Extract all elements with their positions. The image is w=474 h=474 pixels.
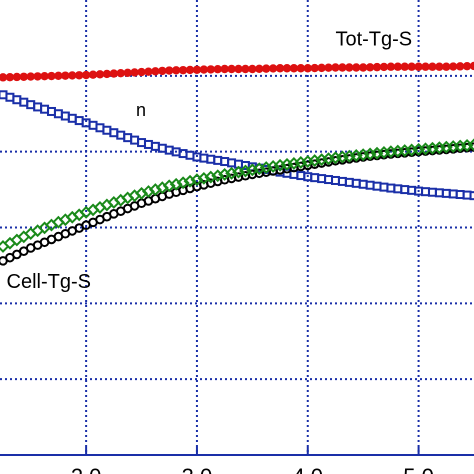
tot-tg-s-point — [275, 64, 285, 73]
tot-tg-s-point — [68, 71, 77, 80]
tot-tg-s-point — [338, 63, 347, 72]
n-point — [469, 191, 474, 201]
annotation-cell-tg-s: Cell-Tg-S — [7, 271, 91, 293]
tot-tg-s-point — [248, 64, 257, 74]
x-tick-label-1: 3.0 — [182, 464, 213, 474]
tot-tg-s-point — [220, 64, 229, 74]
x-axis — [0, 447, 474, 456]
tot-tg-s-point — [303, 64, 312, 73]
tot-tg-s-point — [5, 72, 15, 82]
tot-tg-s-point — [289, 64, 299, 73]
tot-tg-s-point — [95, 70, 105, 79]
tot-tg-s-point — [296, 64, 306, 73]
tot-tg-s-point — [40, 72, 49, 81]
tot-tg-s-point — [241, 64, 250, 74]
tot-tg-s-point — [165, 66, 174, 75]
tot-tg-s-point — [358, 63, 368, 72]
tot-tg-s-point — [123, 68, 132, 78]
tot-tg-s-point — [144, 67, 153, 76]
annotation-tot-tg-s: Tot-Tg-S — [335, 29, 412, 51]
tot-tg-s-point — [414, 62, 423, 71]
tot-tg-s-point — [199, 65, 209, 74]
tot-tg-s-point — [462, 61, 472, 71]
tot-tg-s-point — [345, 63, 354, 72]
tot-tg-s-point — [268, 64, 278, 73]
tot-tg-s-point — [19, 72, 28, 81]
tot-tg-s-point — [192, 65, 202, 74]
tot-tg-s-point — [151, 67, 160, 76]
tot-tg-s-point — [400, 62, 409, 71]
tot-tg-s-point — [352, 63, 361, 72]
tot-tg-s-point — [26, 72, 35, 81]
tot-tg-s-point — [206, 65, 215, 74]
tot-tg-s-point — [379, 62, 389, 72]
tot-tg-s-point — [435, 62, 444, 71]
x-tick-label-3: 5.0 — [403, 464, 434, 474]
annotations: Tot-Tg-S n Cell-Tg-S — [7, 29, 413, 294]
tot-tg-s-point — [0, 73, 8, 82]
x-tick-label-2: 4.0 — [292, 464, 323, 474]
tot-tg-s-point — [455, 62, 465, 71]
data-series — [0, 61, 474, 266]
tot-tg-s-point — [317, 63, 326, 73]
tot-tg-s-point — [372, 62, 382, 72]
tot-tg-s-point — [109, 69, 119, 78]
tot-tg-s-point — [227, 64, 236, 74]
tot-tg-s-point — [171, 66, 181, 75]
tot-tg-s-point — [88, 70, 98, 79]
tot-tg-s-point — [234, 64, 243, 74]
tot-tg-s-point — [130, 68, 139, 77]
tot-tg-s-point — [282, 64, 292, 73]
tot-tg-s-point — [428, 62, 437, 71]
tot-tg-s-point — [255, 64, 264, 74]
cell-tg-s-green-point — [467, 138, 474, 152]
tot-tg-s-point — [185, 65, 195, 75]
tot-tg-s-point — [178, 65, 188, 75]
tot-tg-s-point — [449, 62, 458, 71]
tot-tg-s-point — [116, 68, 125, 78]
x-tick-label-0: 2.0 — [71, 464, 102, 474]
tot-tg-s-point — [54, 71, 63, 81]
tot-tg-s-point — [47, 71, 56, 81]
tot-tg-s-point — [213, 64, 222, 74]
tot-tg-s-point — [469, 61, 474, 71]
tot-tg-s-point — [331, 63, 340, 72]
tot-tg-s-point — [386, 62, 396, 71]
series-0 — [0, 61, 474, 82]
annotation-n: n — [136, 100, 146, 120]
tot-tg-s-point — [310, 63, 319, 73]
tot-tg-s-point — [61, 71, 70, 80]
tot-tg-s-point — [262, 64, 271, 73]
tot-tg-s-point — [74, 71, 84, 80]
tot-tg-s-point — [393, 62, 403, 71]
x-tick-labels: 2.0 3.0 4.0 5.0 — [71, 464, 434, 474]
series-3 — [0, 138, 474, 253]
tot-tg-s-point — [12, 72, 22, 82]
tot-tg-s-point — [442, 62, 451, 71]
tot-tg-s-point — [81, 70, 91, 80]
tot-tg-s-point — [137, 67, 146, 77]
tot-tg-s-point — [421, 62, 430, 71]
tot-tg-s-point — [102, 69, 112, 79]
tot-tg-s-point — [324, 63, 333, 72]
tot-tg-s-point — [365, 63, 375, 72]
tot-tg-s-point — [158, 66, 167, 76]
tot-tg-s-point — [33, 72, 42, 81]
tot-tg-s-point — [407, 62, 416, 71]
